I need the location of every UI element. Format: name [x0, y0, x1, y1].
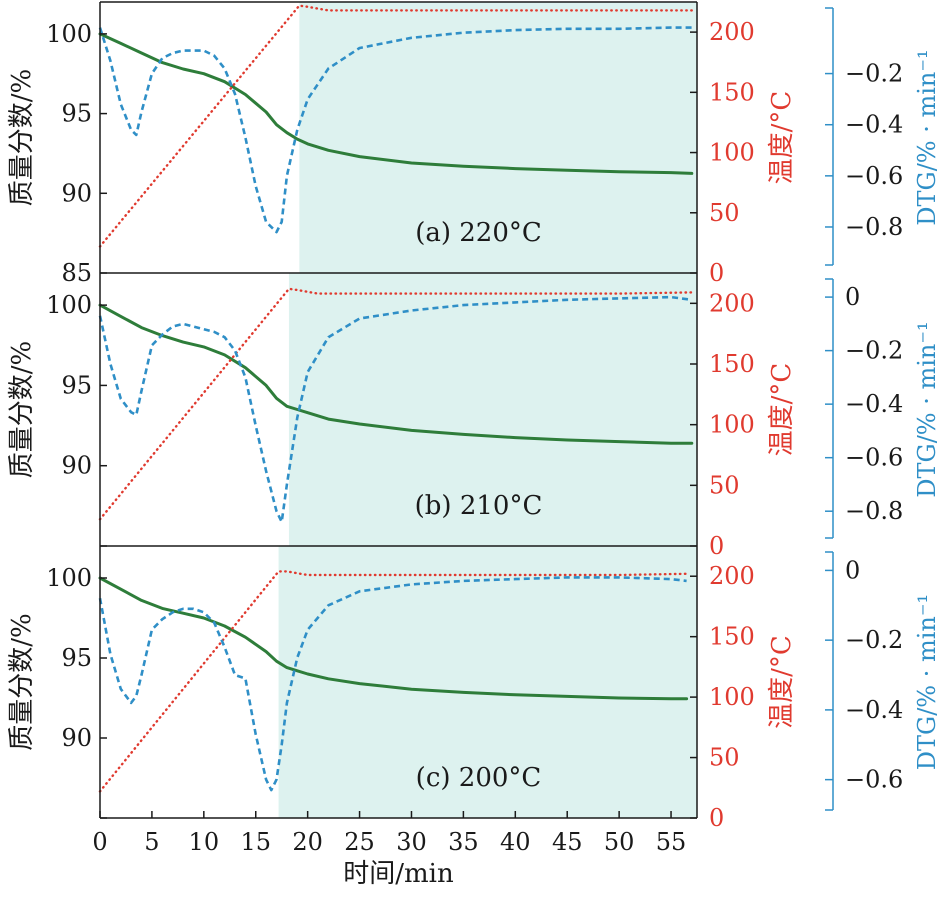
temp-tick-label-0: 0 [709, 804, 724, 832]
dtg-tick-label-0: 0 [845, 283, 860, 311]
dtg-tick-label--0.8: −0.8 [845, 213, 903, 241]
x-tick-label-5: 5 [144, 828, 159, 856]
x-tick-label-15: 15 [240, 828, 271, 856]
temp-tick-label-200: 200 [709, 18, 755, 46]
mass-axis-title-2: 质量分数/% [7, 341, 37, 478]
dtg-tick-label--0.2: −0.2 [845, 337, 903, 365]
mass-axis-title-1: 质量分数/% [7, 69, 37, 206]
x-tick-label-20: 20 [292, 828, 323, 856]
temp-tick-label-50: 50 [709, 471, 740, 499]
mass-tick-label-95: 95 [61, 100, 92, 128]
temp-series-line-3 [98, 570, 688, 793]
x-axis-title: 时间/min [343, 859, 454, 889]
temp-tick-label-50: 50 [709, 744, 740, 772]
x-tick-label-40: 40 [500, 828, 531, 856]
dtg-tick-label-0: 0 [845, 556, 860, 584]
x-tick-label-50: 50 [604, 828, 635, 856]
dtg-tick-label--0.2: −0.2 [845, 626, 903, 654]
temp-axis-title-3: 温度/°C [767, 635, 797, 729]
temp-tick-label-100: 100 [709, 683, 755, 711]
mass-series-line-3 [98, 576, 689, 701]
mass-tick-label-95: 95 [61, 644, 92, 672]
temp-tick-label-100: 100 [709, 411, 755, 439]
dtg-series-line-3 [98, 576, 687, 792]
dtg-tick-label--0.8: −0.8 [845, 497, 903, 525]
mass-tick-label-95: 95 [61, 371, 92, 399]
dtg-axis-title-2: DTG/% · min⁻¹ [913, 321, 941, 497]
mass-tick-label-85: 85 [61, 259, 92, 287]
mass-tick-label-90: 90 [61, 179, 92, 207]
x-tick-label-55: 55 [656, 828, 687, 856]
temp-tick-label-150: 150 [709, 78, 755, 106]
dtg-tick-label--0.4: −0.4 [845, 696, 903, 724]
dtg-axis-title-3: DTG/% · min⁻¹ [913, 594, 941, 770]
dtg-tick-label--0.6: −0.6 [845, 444, 903, 472]
temp-tick-label-150: 150 [709, 350, 755, 378]
temp-series-line-1 [98, 4, 693, 248]
panel-title-2: (b) 210°C [415, 491, 543, 521]
temp-series-line-2 [98, 287, 693, 521]
dtg-tick-label--0.6: −0.6 [845, 766, 903, 794]
mass-tick-label-100: 100 [46, 564, 92, 592]
temp-tick-label-0: 0 [709, 532, 724, 560]
temp-axis-title-1: 温度/°C [767, 91, 797, 185]
dtg-series-line-2 [98, 295, 692, 524]
dtg-axis-title-1: DTG/% · min⁻¹ [913, 49, 941, 225]
dtg-tick-label--0.6: −0.6 [845, 162, 903, 190]
isothermal-region-1 [299, 2, 697, 273]
temp-tick-label-0: 0 [709, 259, 724, 287]
temp-tick-label-150: 150 [709, 623, 755, 651]
temp-tick-label-50: 50 [709, 199, 740, 227]
mass-axis-title-3: 质量分数/% [7, 613, 37, 750]
x-tick-label-45: 45 [552, 828, 583, 856]
mass-series-line-1 [98, 32, 694, 175]
mass-tick-label-100: 100 [46, 20, 92, 48]
temp-axis-title-2: 温度/°C [767, 363, 797, 457]
x-tick-label-10: 10 [189, 828, 220, 856]
x-tick-label-35: 35 [448, 828, 479, 856]
temp-tick-label-200: 200 [709, 562, 755, 590]
isothermal-region-2 [288, 273, 697, 546]
x-tick-label-0: 0 [92, 828, 107, 856]
x-tick-label-30: 30 [396, 828, 427, 856]
dtg-series-line-1 [98, 26, 692, 234]
panel-title-3: (c) 200°C [416, 763, 542, 793]
mass-tick-label-100: 100 [46, 291, 92, 319]
temp-tick-label-100: 100 [709, 139, 755, 167]
dtg-tick-label--0.2: −0.2 [845, 60, 903, 88]
dtg-tick-label--0.4: −0.4 [845, 111, 903, 139]
temp-tick-label-200: 200 [709, 289, 755, 317]
mass-tick-label-90: 90 [61, 452, 92, 480]
dtg-tick-label--0.4: −0.4 [845, 390, 903, 418]
x-tick-label-25: 25 [344, 828, 375, 856]
panel-title-1: (a) 220°C [415, 218, 542, 248]
mass-tick-label-90: 90 [61, 724, 92, 752]
mass-series-line-2 [98, 303, 694, 445]
